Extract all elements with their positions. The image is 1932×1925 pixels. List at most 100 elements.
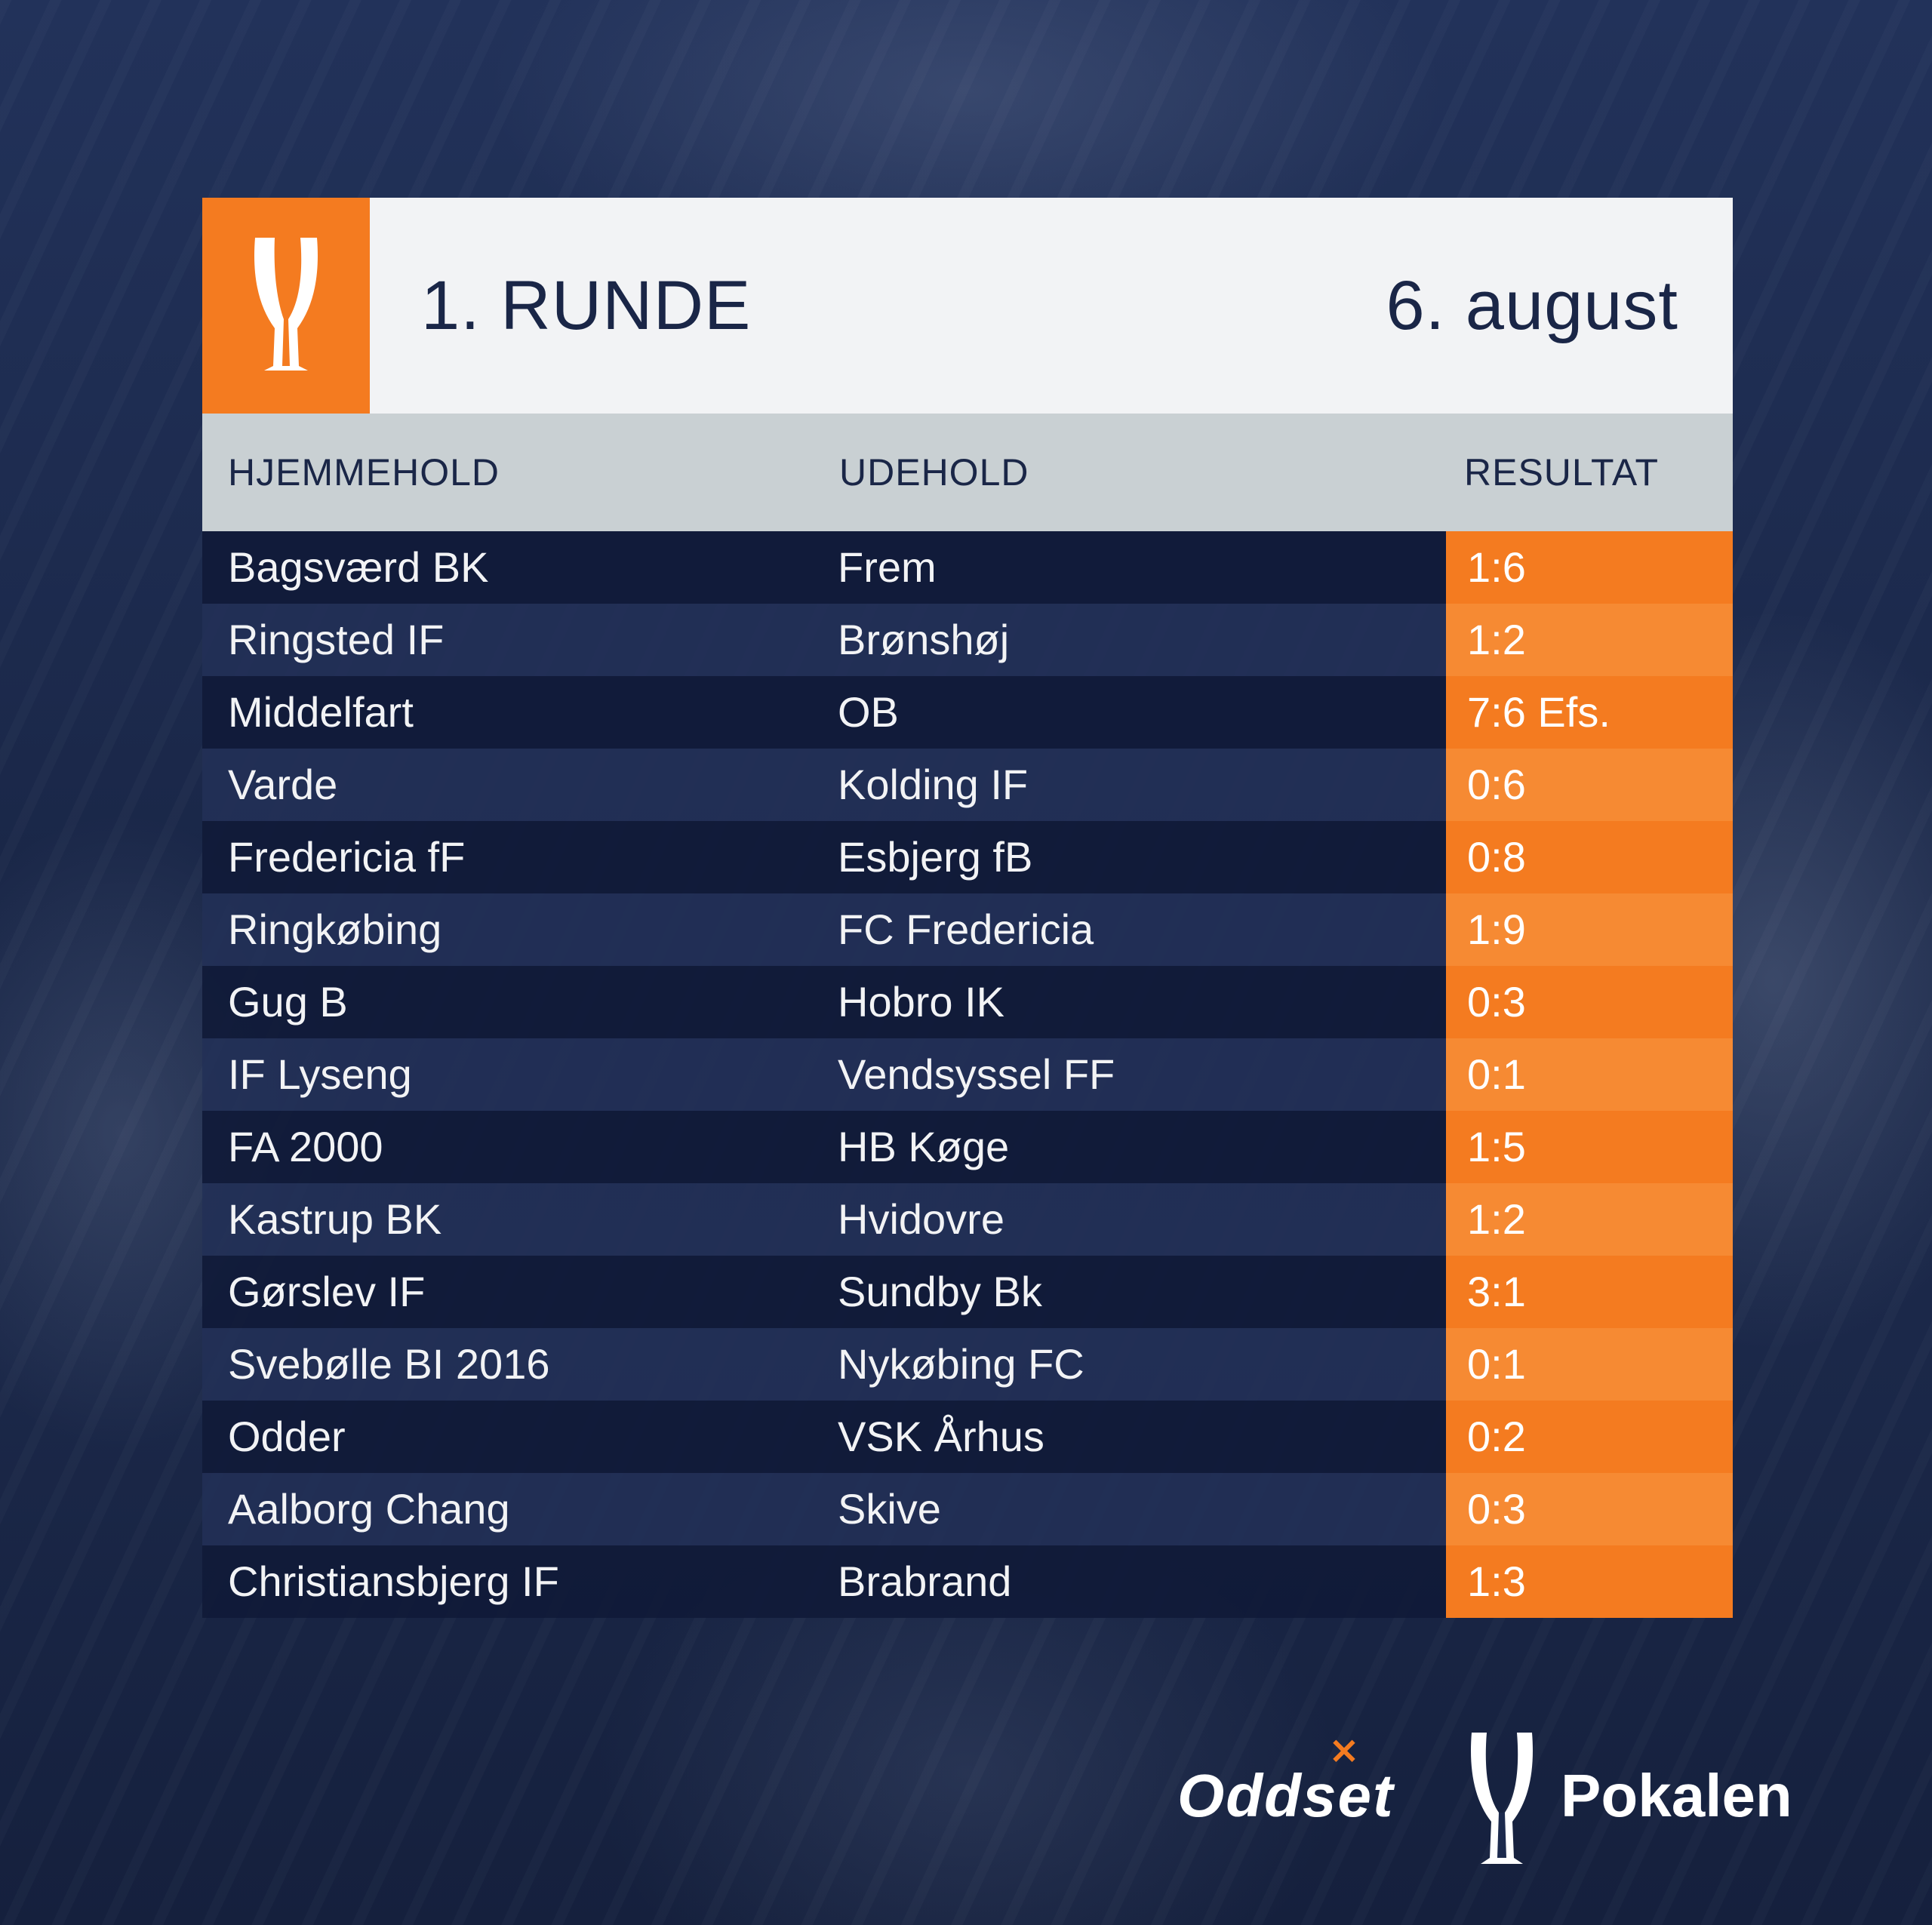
row-teams-bg: [202, 531, 1446, 604]
table-row: Middelfart OB 7:6 Efs.: [202, 676, 1733, 749]
match-result: 0:3: [1467, 1485, 1526, 1533]
cup-trophy-icon: [1471, 1733, 1533, 1864]
row-teams-bg: [202, 1038, 1446, 1111]
row-teams-bg: [202, 1256, 1446, 1328]
footer-logos: Oddset × Pokalen: [1177, 1728, 1826, 1871]
match-result: 0:1: [1467, 1340, 1526, 1388]
row-result-bg: [1446, 1328, 1733, 1401]
row-result-bg: [1446, 1473, 1733, 1545]
home-team: Fredericia fF: [228, 833, 466, 881]
table-row: Varde Kolding IF 0:6: [202, 749, 1733, 821]
away-team: Hvidovre: [838, 1195, 1004, 1243]
row-teams-bg: [202, 1183, 1446, 1256]
away-team: VSK Århus: [838, 1413, 1044, 1460]
match-result: 1:6: [1467, 543, 1526, 591]
match-result: 0:8: [1467, 833, 1526, 881]
row-result-bg: [1446, 604, 1733, 676]
away-team: Brabrand: [838, 1558, 1012, 1605]
match-result: 1:2: [1467, 1195, 1526, 1243]
row-result-bg: [1446, 676, 1733, 749]
row-result-bg: [1446, 1401, 1733, 1473]
home-team: Bagsværd BK: [228, 543, 489, 591]
row-teams-bg: [202, 1473, 1446, 1545]
row-result-bg: [1446, 749, 1733, 821]
home-team: Ringsted IF: [228, 616, 445, 663]
table-row: Bagsværd BK Frem 1:6: [202, 531, 1733, 604]
match-result: 1:9: [1467, 906, 1526, 953]
oddset-x-icon: ×: [1328, 1728, 1360, 1772]
home-team: Aalborg Chang: [228, 1485, 510, 1533]
row-teams-bg: [202, 1111, 1446, 1183]
pokalen-logo: Pokalen: [1561, 1762, 1792, 1829]
table-row: Christiansbjerg IF Brabrand 1:3: [202, 1545, 1733, 1618]
home-team: Ringkøbing: [228, 906, 442, 953]
row-result-bg: [1446, 531, 1733, 604]
round-title: 1. RUNDE: [421, 267, 752, 344]
cup-logo-box: [202, 198, 370, 414]
away-team: Vendsyssel FF: [838, 1050, 1115, 1098]
home-team: Christiansbjerg IF: [228, 1558, 559, 1605]
away-team: Hobro IK: [838, 978, 1004, 1026]
away-team: Sundby Bk: [838, 1268, 1042, 1315]
table-row: Kastrup BK Hvidovre 1:2: [202, 1183, 1733, 1256]
home-team: Gørslev IF: [228, 1268, 426, 1315]
home-team: FA 2000: [228, 1123, 383, 1170]
oddset-logo: Oddset: [1177, 1762, 1395, 1829]
round-date: 6. august: [1386, 267, 1678, 344]
table-row: Fredericia fF Esbjerg fB 0:8: [202, 821, 1733, 893]
row-teams-bg: [202, 749, 1446, 821]
match-result: 1:3: [1467, 1558, 1526, 1605]
row-teams-bg: [202, 1328, 1446, 1401]
row-result-bg: [1446, 1545, 1733, 1618]
cup-trophy-icon: [254, 238, 318, 371]
column-header-home: HJEMMEHOLD: [228, 451, 500, 494]
row-result-bg: [1446, 966, 1733, 1038]
table-row: Odder VSK Århus 0:2: [202, 1401, 1733, 1473]
match-result: 0:1: [1467, 1050, 1526, 1098]
match-result: 3:1: [1467, 1268, 1526, 1315]
away-team: FC Fredericia: [838, 906, 1094, 953]
home-team: Svebølle BI 2016: [228, 1340, 550, 1388]
away-team: OB: [838, 688, 899, 736]
table-row: Svebølle BI 2016 Nykøbing FC 0:1: [202, 1328, 1733, 1401]
row-teams-bg: [202, 1401, 1446, 1473]
row-teams-bg: [202, 966, 1446, 1038]
table-row: Ringsted IF Brønshøj 1:2: [202, 604, 1733, 676]
home-team: IF Lyseng: [228, 1050, 412, 1098]
home-team: Kastrup BK: [228, 1195, 442, 1243]
home-team: Gug B: [228, 978, 348, 1026]
row-result-bg: [1446, 1256, 1733, 1328]
table-row: FA 2000 HB Køge 1:5: [202, 1111, 1733, 1183]
away-team: Frem: [838, 543, 937, 591]
column-header-away: UDEHOLD: [839, 451, 1029, 494]
column-header-bar: HJEMMEHOLD UDEHOLD RESULTAT: [202, 414, 1733, 531]
row-result-bg: [1446, 893, 1733, 966]
row-result-bg: [1446, 1038, 1733, 1111]
match-result: 7:6 Efs.: [1467, 688, 1611, 736]
home-team: Odder: [228, 1413, 346, 1460]
home-team: Middelfart: [228, 688, 414, 736]
match-result: 1:5: [1467, 1123, 1526, 1170]
row-teams-bg: [202, 893, 1446, 966]
away-team: Skive: [838, 1485, 941, 1533]
away-team: Nykøbing FC: [838, 1340, 1084, 1388]
table-row: Gørslev IF Sundby Bk 3:1: [202, 1256, 1733, 1328]
away-team: Esbjerg fB: [838, 833, 1033, 881]
table-row: Aalborg Chang Skive 0:3: [202, 1473, 1733, 1545]
round-header: 1. RUNDE 6. august: [202, 198, 1733, 414]
match-table: Bagsværd BK Frem 1:6 Ringsted IF Brønshø…: [202, 531, 1733, 1618]
home-team: Varde: [228, 761, 338, 808]
row-teams-bg: [202, 604, 1446, 676]
away-team: Brønshøj: [838, 616, 1010, 663]
table-row: Gug B Hobro IK 0:3: [202, 966, 1733, 1038]
row-result-bg: [1446, 821, 1733, 893]
match-result: 1:2: [1467, 616, 1526, 663]
away-team: HB Køge: [838, 1123, 1010, 1170]
row-teams-bg: [202, 1545, 1446, 1618]
match-result: 0:3: [1467, 978, 1526, 1026]
match-result: 0:2: [1467, 1413, 1526, 1460]
table-row: IF Lyseng Vendsyssel FF 0:1: [202, 1038, 1733, 1111]
away-team: Kolding IF: [838, 761, 1029, 808]
row-teams-bg: [202, 676, 1446, 749]
row-result-bg: [1446, 1183, 1733, 1256]
